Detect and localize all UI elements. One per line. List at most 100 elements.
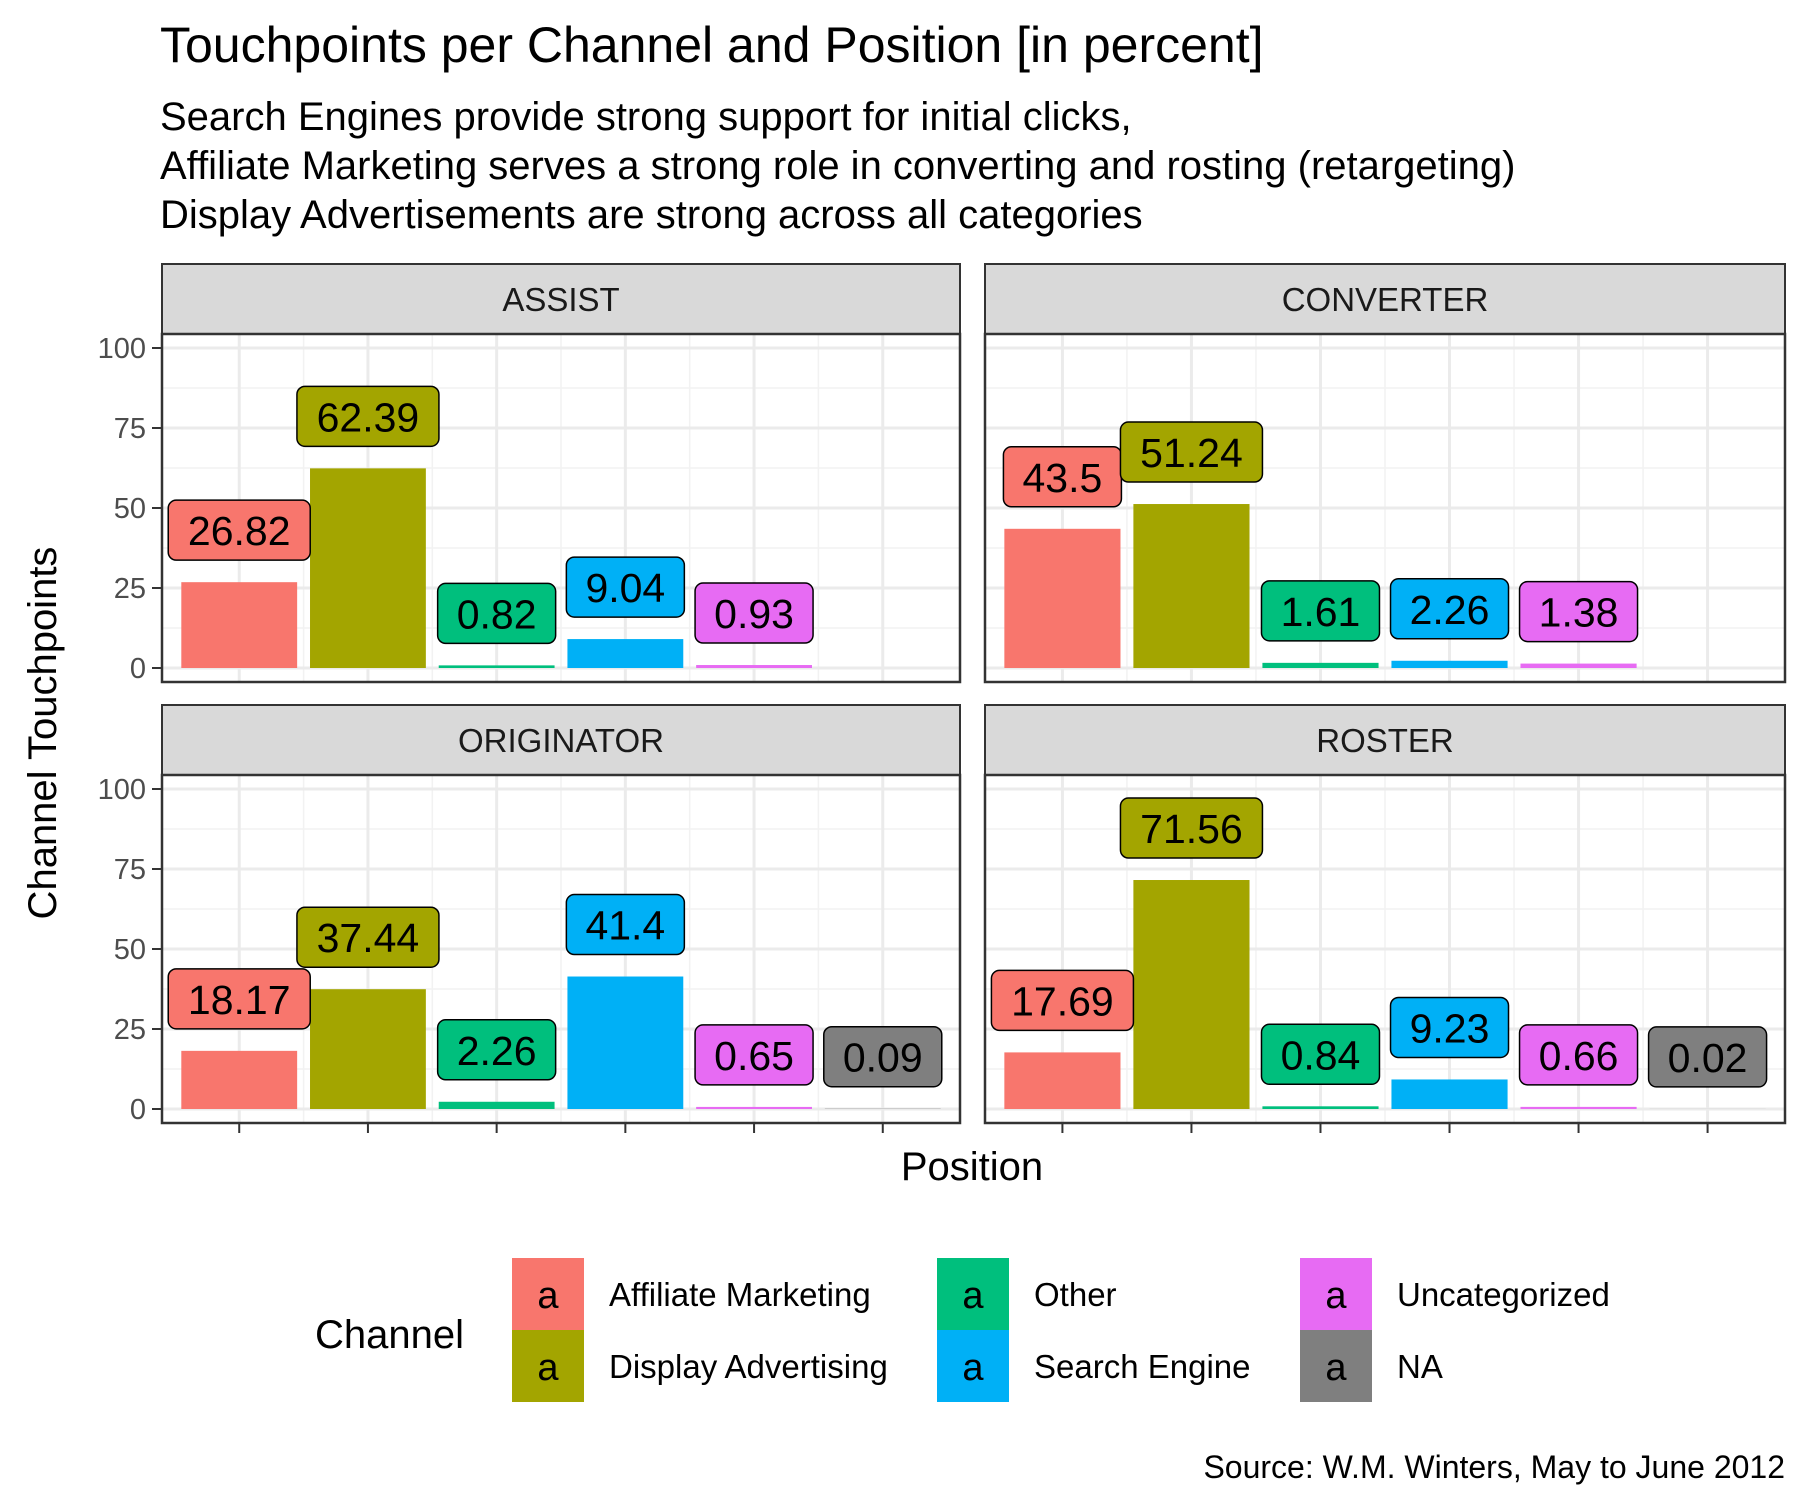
bar-label: 1.38 bbox=[1539, 590, 1619, 636]
y-tick-label: 25 bbox=[114, 1014, 146, 1046]
bar bbox=[1520, 663, 1637, 668]
bar-label-box bbox=[436, 582, 557, 645]
facet-strip bbox=[161, 263, 961, 335]
bar bbox=[696, 665, 812, 668]
legend-key-glyph: a bbox=[1325, 1347, 1347, 1389]
bar-label: 51.24 bbox=[1140, 430, 1243, 476]
bar-label-box bbox=[565, 893, 686, 956]
bar-label-box bbox=[565, 556, 686, 618]
bar-label: 71.56 bbox=[1140, 806, 1243, 852]
bar bbox=[567, 639, 684, 668]
bar-label-box bbox=[1518, 580, 1639, 643]
facet-strip-label: ROSTER bbox=[1316, 722, 1454, 759]
facet-strip-label: CONVERTER bbox=[1282, 281, 1489, 318]
bar bbox=[1133, 504, 1250, 668]
panel-border bbox=[983, 332, 1787, 684]
bar bbox=[310, 989, 426, 1109]
bar-label: 9.23 bbox=[1410, 1005, 1490, 1051]
bar-label-box bbox=[1260, 1023, 1381, 1086]
chart-caption: Source: W.M. Winters, May to June 2012 bbox=[1203, 1449, 1785, 1485]
bar-label: 26.82 bbox=[188, 508, 291, 554]
bar bbox=[1004, 528, 1121, 668]
legend-title: Channel bbox=[315, 1313, 464, 1357]
legend-key-glyph: a bbox=[537, 1275, 559, 1317]
facet-strip-label: ORIGINATOR bbox=[458, 722, 664, 759]
legend: Channel a Affiliate Marketing a Display Adv… bbox=[315, 1258, 1610, 1402]
bar-label: 0.82 bbox=[457, 591, 537, 637]
facet-strip-label: ASSIST bbox=[502, 281, 619, 318]
chart-subtitle-line-2: Affiliate Marketing serves a strong role… bbox=[160, 144, 1516, 188]
legend-key bbox=[937, 1330, 1009, 1402]
bar bbox=[1004, 1052, 1121, 1109]
y-axis-title: Channel Touchpoints bbox=[21, 547, 65, 920]
bar-label: 9.04 bbox=[585, 565, 665, 611]
bar-label: 2.26 bbox=[457, 1028, 537, 1074]
legend-key bbox=[1300, 1258, 1372, 1330]
bar-label: 0.84 bbox=[1281, 1032, 1361, 1078]
panel-border bbox=[983, 773, 1787, 1125]
bar bbox=[310, 468, 426, 668]
y-tick-label: 100 bbox=[98, 333, 146, 365]
legend-key bbox=[512, 1258, 584, 1330]
bar-label-box bbox=[167, 499, 311, 561]
legend-item-label: NA bbox=[1397, 1348, 1443, 1385]
facet-strip bbox=[984, 704, 1786, 776]
legend-key bbox=[937, 1258, 1009, 1330]
y-tick-label: 75 bbox=[114, 413, 146, 445]
bar-label-box bbox=[1119, 421, 1264, 483]
bar-label-box bbox=[694, 1024, 814, 1086]
bar-label: 0.93 bbox=[714, 591, 794, 637]
y-tick-label: 50 bbox=[114, 934, 146, 966]
bar bbox=[181, 1050, 298, 1109]
bar-label-box bbox=[1389, 996, 1510, 1059]
bar-label-box bbox=[823, 1025, 943, 1088]
legend-item-label: Other bbox=[1034, 1276, 1117, 1313]
bar bbox=[1133, 880, 1250, 1109]
x-axis-title: Position bbox=[901, 1145, 1043, 1189]
y-tick-label: 0 bbox=[130, 1094, 146, 1126]
bar-label: 0.09 bbox=[843, 1035, 923, 1081]
bar-label-box bbox=[436, 1019, 557, 1081]
bar bbox=[1520, 1106, 1637, 1109]
bar-label: 0.66 bbox=[1539, 1033, 1619, 1079]
facet-panel-roster: ROSTER 17.69 71.56 0.84 9.23 0.66 0.02 bbox=[983, 704, 1787, 1133]
bar-label: 62.39 bbox=[317, 394, 420, 440]
bar-label: 41.4 bbox=[585, 903, 665, 949]
y-tick-label: 75 bbox=[114, 854, 146, 886]
legend-key-glyph: a bbox=[962, 1347, 984, 1389]
bar-label: 1.61 bbox=[1281, 589, 1361, 635]
legend-item-label: Affiliate Marketing bbox=[609, 1276, 871, 1313]
bar bbox=[567, 976, 684, 1109]
legend-item-label: Search Engine bbox=[1034, 1348, 1250, 1385]
y-tick-label: 0 bbox=[130, 653, 146, 685]
bar-label: 18.17 bbox=[188, 977, 291, 1023]
bar-label-box bbox=[1260, 580, 1381, 642]
legend-key-glyph: a bbox=[962, 1275, 984, 1317]
legend-key bbox=[512, 1330, 584, 1402]
bar bbox=[1391, 1079, 1508, 1109]
facet-panel-originator: ORIGINATOR 18.17 37.44 2.26 41.4 0.65 0.09 0 25 5… bbox=[98, 704, 962, 1133]
bar-label-box bbox=[990, 969, 1135, 1032]
bar-label: 17.69 bbox=[1011, 978, 1114, 1024]
facet-strip bbox=[984, 263, 1786, 335]
bar-label-box bbox=[694, 582, 814, 644]
bar bbox=[696, 1106, 812, 1109]
facet-panels: ASSIST 26.82 62.39 0.82 9.04 0.93 0 25 50 75 100 CO… bbox=[98, 263, 1787, 1133]
bar-label-box bbox=[1389, 578, 1510, 640]
bar-label: 2.26 bbox=[1410, 587, 1490, 633]
bar-label-box bbox=[1518, 1024, 1639, 1086]
legend-key bbox=[1300, 1330, 1372, 1402]
bar-label: 43.5 bbox=[1023, 455, 1103, 501]
bar bbox=[1262, 662, 1379, 668]
bar bbox=[1391, 660, 1508, 668]
facet-panel-assist: ASSIST 26.82 62.39 0.82 9.04 0.93 0 25 50 75 100 bbox=[98, 263, 962, 685]
legend-item-label: Display Advertising bbox=[609, 1348, 888, 1385]
facet-panel-converter: CONVERTER 43.5 51.24 1.61 2.26 1.38 bbox=[983, 263, 1787, 684]
bar-label-box bbox=[296, 385, 440, 448]
bar-label-box bbox=[1647, 1026, 1768, 1088]
legend-key-glyph: a bbox=[1325, 1275, 1347, 1317]
bar bbox=[1262, 1106, 1379, 1109]
chart-subtitle-line-3: Display Advertisements are strong across… bbox=[160, 193, 1143, 237]
